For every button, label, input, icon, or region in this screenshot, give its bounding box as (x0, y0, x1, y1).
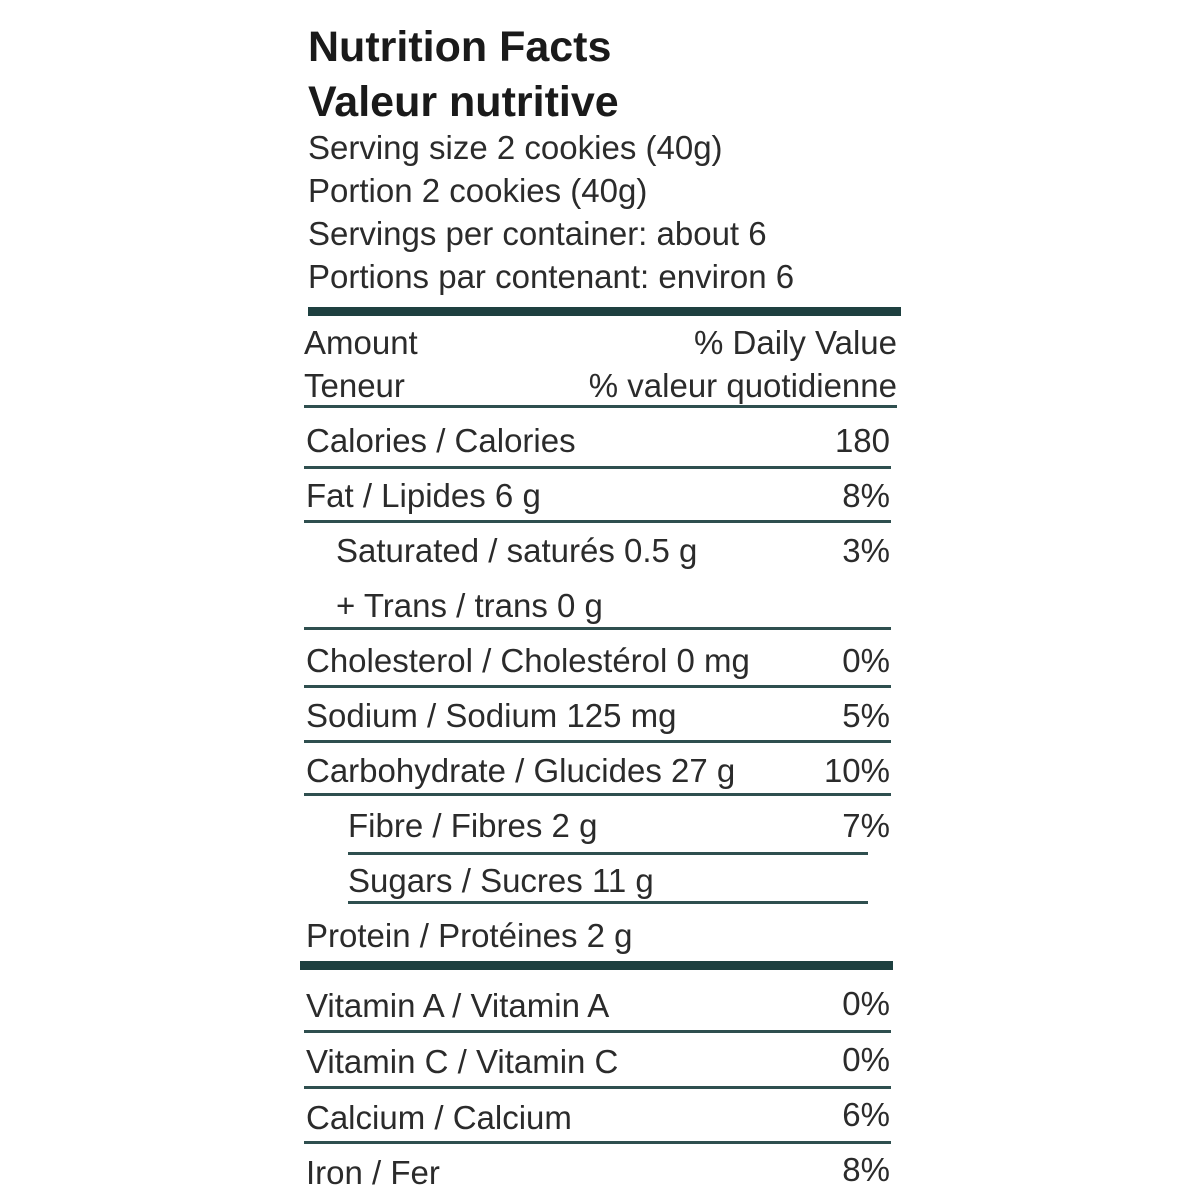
iron-label: Iron / Fer (306, 1154, 440, 1191)
fat-daily-value: 8% (842, 477, 890, 514)
sodium-daily-value: 5% (842, 697, 890, 734)
daily-value-header-en: % Daily Value (694, 324, 897, 361)
protein-label: Protein / Protéines 2 g (306, 917, 633, 954)
trans-fat-label: + Trans / trans 0 g (336, 587, 603, 624)
calories-label: Calories / Calories (306, 422, 576, 459)
divider (304, 740, 891, 743)
divider (304, 1030, 891, 1033)
carbohydrate-daily-value: 10% (823, 752, 890, 789)
serving-size-fr: Portion 2 cookies (40g) (308, 172, 648, 209)
servings-per-container-fr: Portions par contenant: environ 6 (308, 258, 795, 295)
calcium-label: Calcium / Calcium (306, 1099, 572, 1136)
vitamin-c-label: Vitamin C / Vitamin C (306, 1043, 619, 1080)
divider (304, 1141, 891, 1144)
title-fr: Valeur nutritive (308, 78, 619, 126)
thick-divider-bottom (300, 961, 893, 970)
sodium-label: Sodium / Sodium 125 mg (306, 697, 677, 734)
amount-header-en: Amount (304, 324, 418, 361)
carbohydrate-label: Carbohydrate / Glucides 27 g (306, 752, 736, 789)
divider (348, 852, 868, 855)
amount-header-fr: Teneur (304, 367, 405, 404)
divider (304, 466, 891, 469)
iron-daily-value: 8% (842, 1151, 890, 1188)
divider (304, 793, 891, 796)
fibre-label: Fibre / Fibres 2 g (348, 807, 598, 844)
serving-size-en: Serving size 2 cookies (40g) (308, 129, 723, 166)
vitamin-a-daily-value: 0% (842, 985, 890, 1022)
divider (304, 685, 891, 688)
calories-value: 180 (834, 422, 890, 459)
calcium-daily-value: 6% (842, 1096, 890, 1133)
saturated-fat-label: Saturated / saturés 0.5 g (336, 532, 698, 569)
cholesterol-label: Cholesterol / Cholestérol 0 mg (306, 642, 750, 679)
fibre-daily-value: 7% (842, 807, 890, 844)
vitamin-c-daily-value: 0% (842, 1041, 890, 1078)
servings-per-container-en: Servings per container: about 6 (308, 215, 767, 252)
divider (304, 520, 891, 523)
daily-value-header-fr: % valeur quotidienne (588, 367, 897, 404)
cholesterol-daily-value: 0% (842, 642, 890, 679)
sugars-label: Sugars / Sucres 11 g (348, 862, 654, 899)
divider (348, 901, 868, 904)
divider (304, 627, 891, 630)
thick-divider-top (308, 307, 901, 316)
fat-label: Fat / Lipides 6 g (306, 477, 541, 514)
divider (304, 405, 897, 408)
divider (304, 1086, 891, 1089)
title-en: Nutrition Facts (308, 23, 612, 71)
vitamin-a-label: Vitamin A / Vitamin A (306, 987, 610, 1024)
saturated-fat-daily-value: 3% (842, 532, 890, 569)
